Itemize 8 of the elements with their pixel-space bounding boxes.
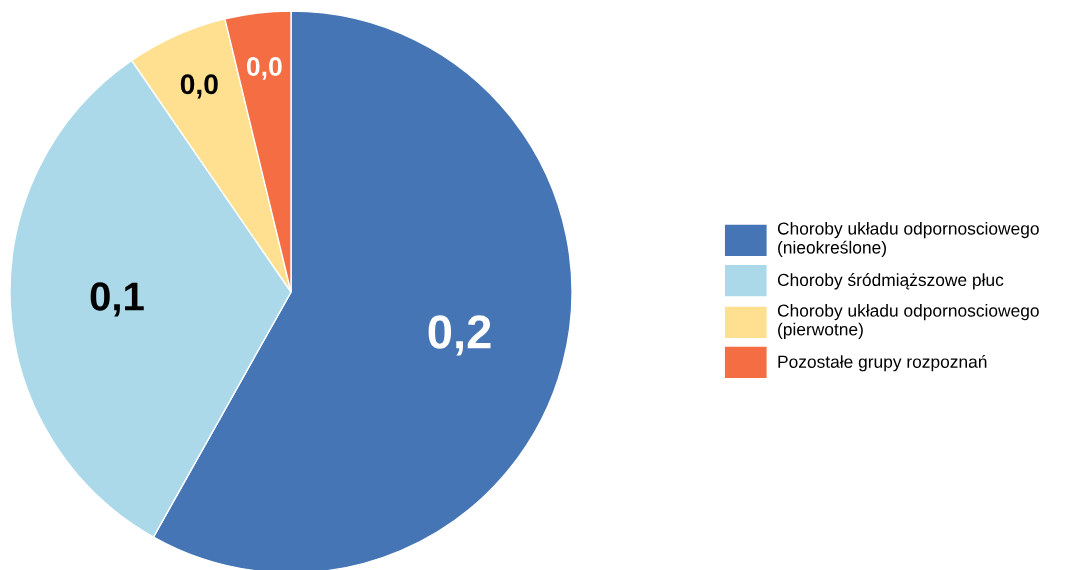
legend-label: Choroby śródmiąższowe płuc bbox=[777, 273, 1004, 290]
legend-label: Choroby układu odpornosciowego (pierwotne) bbox=[777, 304, 1039, 339]
legend-label: Choroby układu odpornosciowego (nieokreślone) bbox=[777, 221, 1039, 258]
data-label: 0,0 bbox=[246, 57, 282, 80]
data-label: 0,2 bbox=[428, 315, 491, 356]
legend-label: Pozostałe grupy rozpoznań bbox=[778, 354, 987, 372]
data-label: 0,1 bbox=[90, 282, 144, 317]
data-label: 0,0 bbox=[180, 74, 218, 99]
